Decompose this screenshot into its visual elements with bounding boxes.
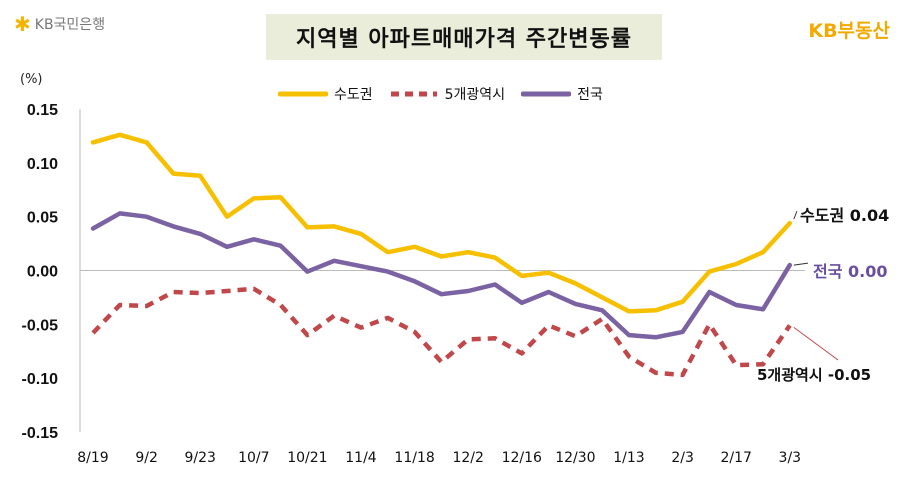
leader-line-capital: [793, 210, 798, 220]
x-tick-label: 1/13: [613, 450, 644, 466]
x-tick-label: 3/3: [779, 450, 802, 466]
series-line-national: [90, 211, 793, 340]
x-tick-label: 9/2: [135, 450, 158, 466]
y-tick-label: 0.10: [27, 156, 58, 173]
y-tick-label: 0.15: [27, 102, 58, 119]
chart-legend: 수도권 5개광역시 전국: [278, 84, 603, 104]
legend-item-national: 전국: [521, 84, 603, 104]
y-tick-label: 0.00: [27, 264, 58, 281]
y-tick-label: -0.15: [22, 425, 59, 442]
x-tick-label: 8/19: [77, 450, 108, 466]
legend-label-capital: 수도권: [334, 87, 373, 103]
kb-realestate-logo: KB부동산: [808, 20, 890, 42]
kb-bank-logo-text: KB국민은행: [34, 17, 106, 33]
leader-line-national: [793, 262, 809, 266]
annotation-capital: 수도권 0.04: [800, 206, 890, 225]
x-tick-label: 11/18: [394, 450, 434, 466]
series-line-capital: [90, 132, 793, 314]
x-tick-label: 12/16: [502, 450, 542, 466]
chart-title-box: 지역별 아파트매매가격 주간변동률: [266, 14, 662, 60]
legend-item-capital: 수도권: [278, 84, 373, 104]
legend-swatch-metro5: [390, 91, 437, 97]
kb-star-icon: ✱: [14, 12, 31, 36]
y-axis-unit: (%): [20, 72, 43, 87]
x-tick-label: 9/23: [184, 450, 215, 466]
x-tick-label: 11/4: [345, 450, 377, 466]
kb-bank-logo: ✱ KB국민은행: [14, 14, 105, 34]
annotation-metro5: 5개광역시 -0.05: [757, 366, 872, 384]
y-tick-label: 0.05: [27, 210, 58, 227]
x-tick-label: 2/17: [720, 450, 751, 466]
x-tick-label: 2/3: [671, 450, 694, 466]
x-tick-label: 12/30: [555, 450, 595, 466]
x-tick-label: 10/21: [287, 450, 327, 466]
legend-label-metro5: 5개광역시: [444, 87, 506, 103]
y-tick-label: -0.10: [22, 371, 59, 388]
legend-label-national: 전국: [577, 87, 603, 103]
leader-line-metro5: [793, 327, 839, 361]
series-line-metro5: [91, 286, 792, 378]
x-tick-label: 10/7: [238, 450, 269, 466]
x-tick-label: 12/2: [452, 450, 483, 466]
legend-swatch-national: [521, 91, 572, 97]
chart-title: 지역별 아파트매매가격 주간변동률: [296, 27, 632, 52]
annotation-national: 전국 0.00: [813, 262, 888, 281]
legend-item-metro5: 5개광역시: [389, 84, 505, 104]
legend-swatch-capital: [278, 91, 328, 97]
y-tick-label: -0.05: [22, 317, 59, 334]
